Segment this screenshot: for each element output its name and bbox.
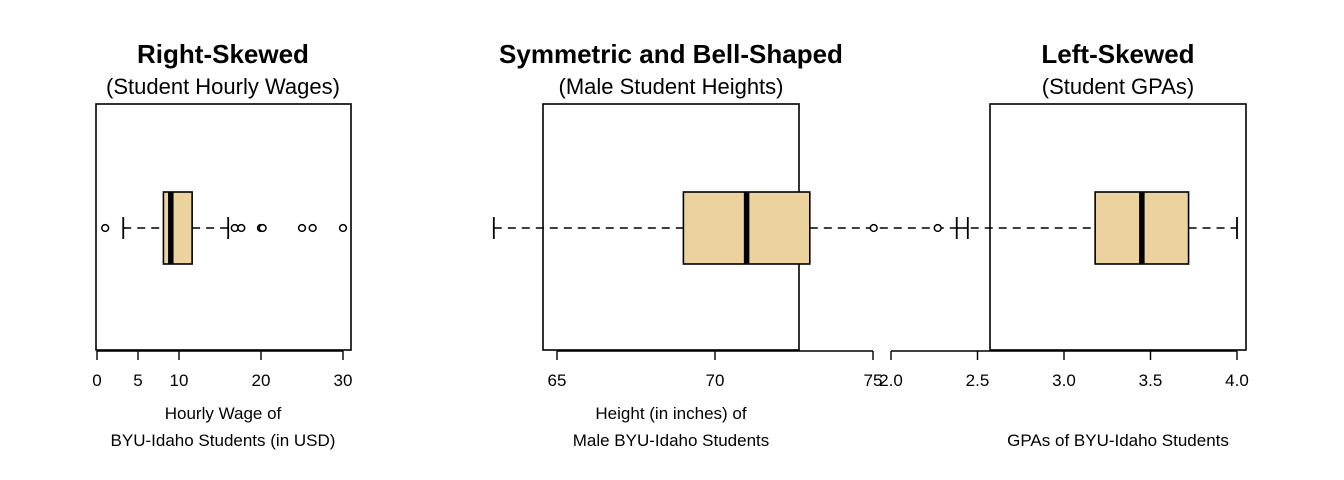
x-tick-label: 30 [334,371,353,390]
boxplot-panel-3: Left-Skewed (Student GPAs) 2.0 2.5 3.0 3.5 4.0… [869,39,1249,450]
x-tick-label: 2.5 [966,371,990,390]
x-axis-label-line-1: Height (in inches) of [595,404,746,423]
outlier-point [297,223,307,233]
outlier-point [230,223,239,233]
x-axis-label-line-2: Male BYU-Idaho Students [573,431,770,450]
x-tick-label: 2.0 [879,371,903,390]
x-axis-label-line-2: GPAs of BYU-Idaho Students [1007,431,1229,450]
x-tick-label: 4.0 [1225,371,1249,390]
panel-subtitle: (Student Hourly Wages) [106,74,340,99]
outlier-point [869,223,878,233]
panel-title: Left-Skewed [1041,39,1194,69]
x-axis-label-line-2: BYU-Idaho Students (in USD) [111,431,336,450]
iqr-box [162,191,193,265]
x-tick-label: 3.5 [1139,371,1163,390]
plot-frame [95,103,352,351]
x-tick-label: 70 [706,371,725,390]
outlier-point [308,223,317,233]
outlier-point [933,223,942,233]
outlier-point [101,223,110,233]
x-tick-label: 65 [548,371,567,390]
x-tick-label: 5 [133,371,142,390]
panel-subtitle: (Student GPAs) [1042,74,1194,99]
panel-subtitle: (Male Student Heights) [559,74,784,99]
boxplot-panel-1: Right-Skewed (Student Hourly Wages) 0 5 10 20… [92,39,352,450]
outlier-point [338,223,348,233]
plot-frame [989,103,1247,351]
outlier-point [258,223,267,233]
x-tick-label: 0 [92,371,101,390]
panel-title: Symmetric and Bell-Shaped [499,39,843,69]
panel-title: Right-Skewed [137,39,309,69]
boxplot-panel-2: Symmetric and Bell-Shaped (Male Student H… [492,39,969,450]
x-tick-label: 75 [864,371,883,390]
x-tick-label: 3.0 [1052,371,1076,390]
x-axis-label-line-1: Hourly Wage of [165,404,282,423]
x-tick-label: 10 [170,371,189,390]
x-tick-label: 20 [252,371,271,390]
outlier-point [237,223,246,233]
